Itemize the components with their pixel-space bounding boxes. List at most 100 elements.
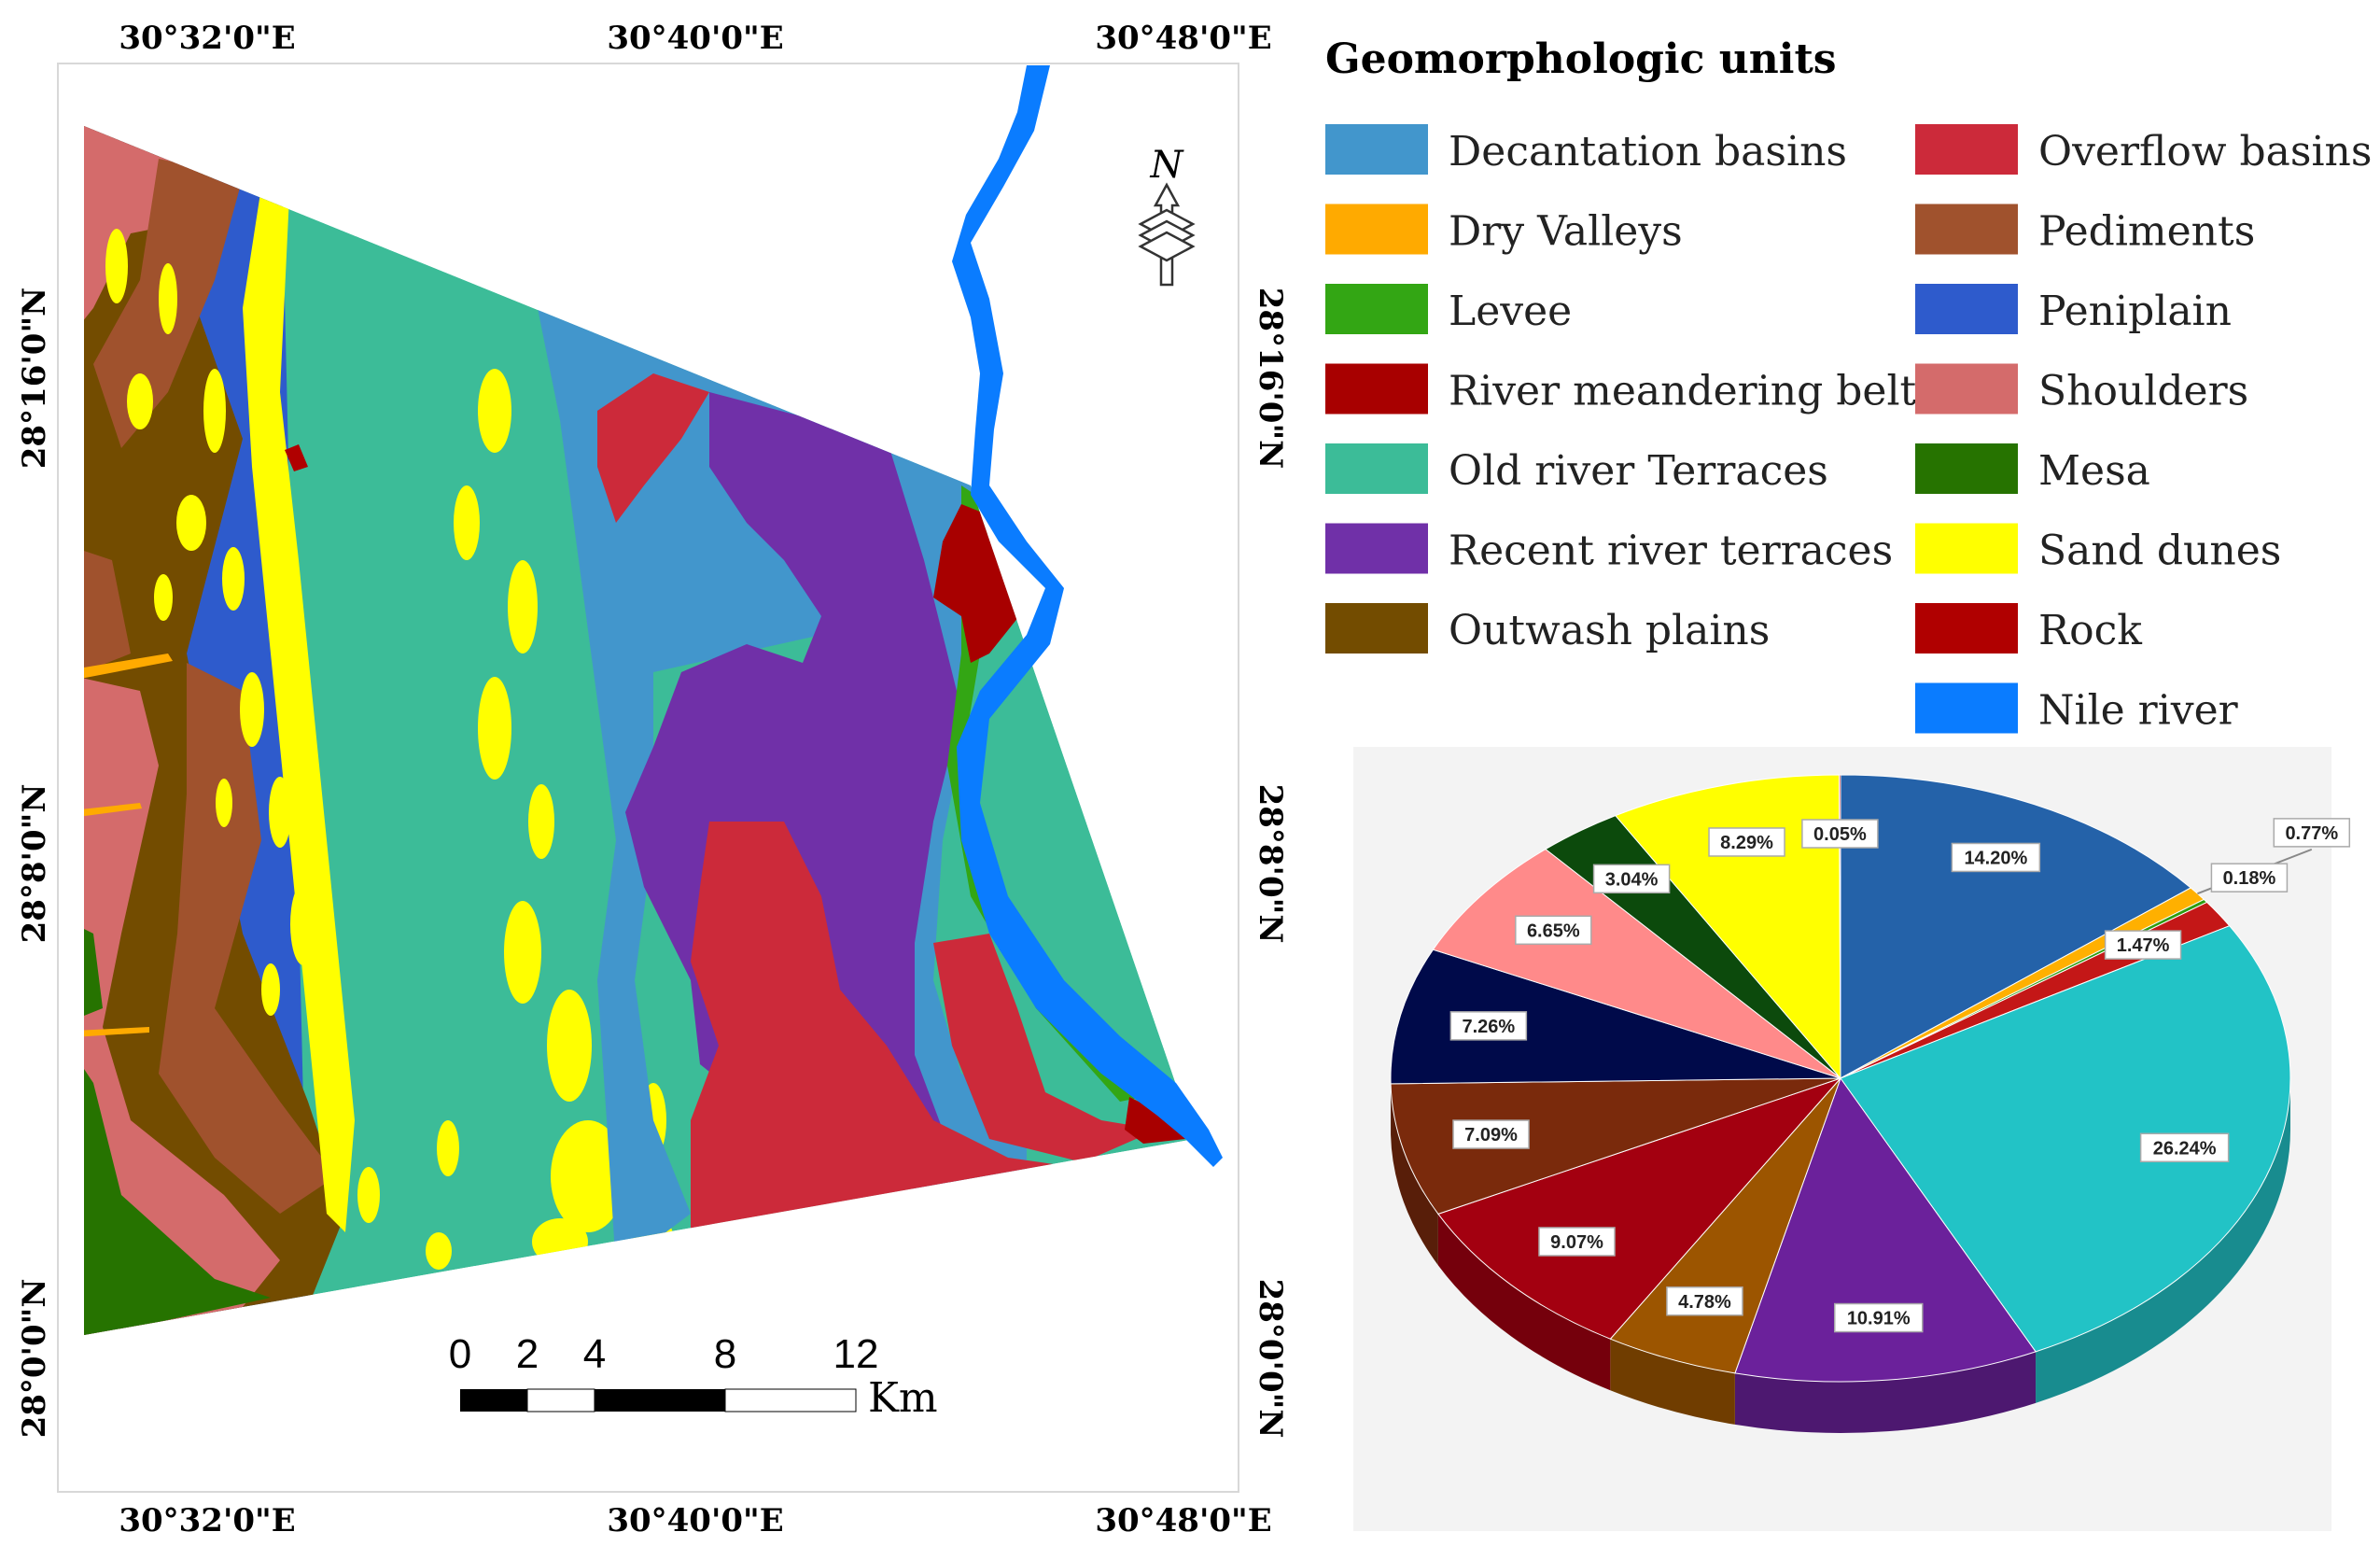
pie-data-label: 7.09% <box>1464 1125 1518 1145</box>
legend-swatch <box>1325 443 1428 494</box>
pie-data-label: 1.47% <box>2117 935 2170 956</box>
legend-item: Pediments <box>1915 204 2255 256</box>
coord-top-1: 30°32'0"E <box>119 20 295 57</box>
coord-bottom-1: 30°32'0"E <box>119 1502 295 1539</box>
pie-chart: 14.20% 0.77% 0.18% 1.47% 26.24% 10.91% 4.78% 9.… <box>1390 774 2351 1434</box>
legend-item: Mesa <box>1915 443 2150 495</box>
pie-slice-side <box>1437 1214 1611 1391</box>
legend-item: Levee <box>1325 284 1572 335</box>
pie-data-label: 14.20% <box>1964 848 2027 868</box>
legend-item: River meandering belt <box>1325 363 1917 415</box>
coord-right-3: 28°0'0"N <box>1252 1279 1289 1439</box>
legend-label: Recent river terraces <box>1449 527 1893 575</box>
unit-overflow-basins <box>691 822 1073 1270</box>
pie-label-box <box>1515 915 1592 946</box>
pie-label-box <box>1592 864 1671 894</box>
pie-slice-side <box>1610 1339 1735 1425</box>
scale-tick-0: 0 <box>449 1331 471 1377</box>
pie-slice-side <box>1734 1351 2037 1434</box>
pie-label-box <box>1449 1011 1528 1041</box>
pie-data-label: 4.78% <box>1678 1292 1731 1313</box>
pie-data-label: 3.04% <box>1605 869 1659 890</box>
pie-label-box <box>1538 1227 1616 1257</box>
unit-pediments-central <box>159 663 336 1214</box>
legend-item: Overflow basins <box>1915 124 2372 176</box>
legend-items: Decantation basins Dry Valleys Levee River … <box>1325 124 2372 735</box>
pie-label-box <box>2273 818 2351 848</box>
scale-seg-1 <box>460 1389 527 1412</box>
unit-dry-valley-2 <box>84 803 142 820</box>
unit-dry-valley-3 <box>84 1027 149 1038</box>
legend-swatch <box>1915 284 2018 334</box>
legend-label: Decantation basins <box>1449 128 1847 176</box>
coord-bottom-3: 30°48'0"E <box>1095 1502 1271 1539</box>
pie-data-label: 0.18% <box>2223 868 2276 889</box>
coord-left-3: 28°0'0"N <box>16 1279 53 1439</box>
pie-label-box <box>1951 842 2041 873</box>
unit-mesa-south <box>84 1027 271 1335</box>
legend-swatch <box>1325 284 1428 334</box>
pie-data-label: 0.77% <box>2285 823 2338 844</box>
legend-swatch <box>1325 204 1428 255</box>
north-label: N <box>1150 144 1185 187</box>
legend-item: Sand dunes <box>1915 523 2281 575</box>
pie-slice-side <box>1391 1083 1438 1266</box>
pie-slice <box>1432 848 1841 1079</box>
pie-data-label: 9.07% <box>1550 1232 1603 1253</box>
legend-label: Overflow basins <box>2038 128 2372 176</box>
legend-swatch <box>1915 682 2018 734</box>
legend-label: Mesa <box>2038 447 2150 495</box>
unit-overflow-basins-north <box>597 373 709 523</box>
pie-slice <box>1840 925 2291 1353</box>
scale-seg-4 <box>724 1388 857 1412</box>
pie-slice <box>1390 949 1841 1085</box>
pie-label-box <box>2210 863 2289 892</box>
pie-label-box <box>2139 1132 2230 1163</box>
pie-label-box <box>1708 827 1785 857</box>
pie-data-label: 10.91% <box>1847 1309 1911 1329</box>
pie-label-box <box>1833 1302 1924 1333</box>
pie-slice <box>1734 1076 2037 1383</box>
unit-rock <box>285 444 308 471</box>
legend-label: Rock <box>2038 607 2142 654</box>
legend-swatch <box>1325 603 1428 654</box>
legend-label: Nile river <box>2038 687 2239 735</box>
map-panel: 30°32'0"E 30°40'0"E 30°48'0"E 30°32'0"E … <box>16 20 1289 1539</box>
pie-data-label: 26.24% <box>2153 1138 2217 1159</box>
legend-label: Pediments <box>2038 208 2255 256</box>
legend-label: Dry Valleys <box>1449 208 1683 256</box>
map-geomorphology <box>84 126 1195 1335</box>
coord-left-1: 28°16'0"N <box>16 288 53 470</box>
pie-data-label: 0.05% <box>1813 824 1867 845</box>
legend-swatch <box>1915 124 2018 175</box>
north-arrow: N <box>1138 144 1196 287</box>
legend-swatch <box>1915 523 2018 574</box>
pie-label-box <box>1801 819 1879 849</box>
legend: Geomorphologic units Decantation basinsD… <box>1325 35 2372 735</box>
legend-label: Old river Terraces <box>1449 447 1828 495</box>
coord-left-2: 28°8'0"N <box>16 784 53 944</box>
legend-swatch <box>1325 124 1428 175</box>
unit-sand-dunes-central <box>426 369 674 1270</box>
coord-top-3: 30°48'0"E <box>1095 20 1271 57</box>
scale-tick-12: 12 <box>833 1331 879 1377</box>
legend-swatch <box>1915 363 2018 415</box>
unit-river-meandering-belt-south <box>1125 1097 1185 1144</box>
legend-label: Peniplain <box>2038 288 2232 335</box>
pie-data-label: 7.26% <box>1463 1017 1516 1037</box>
legend-item: Old river Terraces <box>1325 443 1828 495</box>
unit-mesa-west <box>84 915 103 1027</box>
legend-label: River meandering belt <box>1449 368 1917 415</box>
pie-slice <box>1390 1077 1841 1215</box>
coord-top-2: 30°40'0"E <box>607 20 783 57</box>
legend-label: Sand dunes <box>2038 527 2281 575</box>
legend-label: Levee <box>1449 288 1572 335</box>
legend-item: Outwash plains <box>1325 603 1770 654</box>
coord-right-2: 28°8'0"N <box>1252 784 1289 944</box>
legend-label: Shoulders <box>2038 368 2248 415</box>
pie-slice <box>1840 774 2192 1079</box>
unit-pediments-west <box>84 541 131 672</box>
scale-seg-3 <box>595 1389 725 1412</box>
scale-unit: Km <box>868 1374 938 1422</box>
